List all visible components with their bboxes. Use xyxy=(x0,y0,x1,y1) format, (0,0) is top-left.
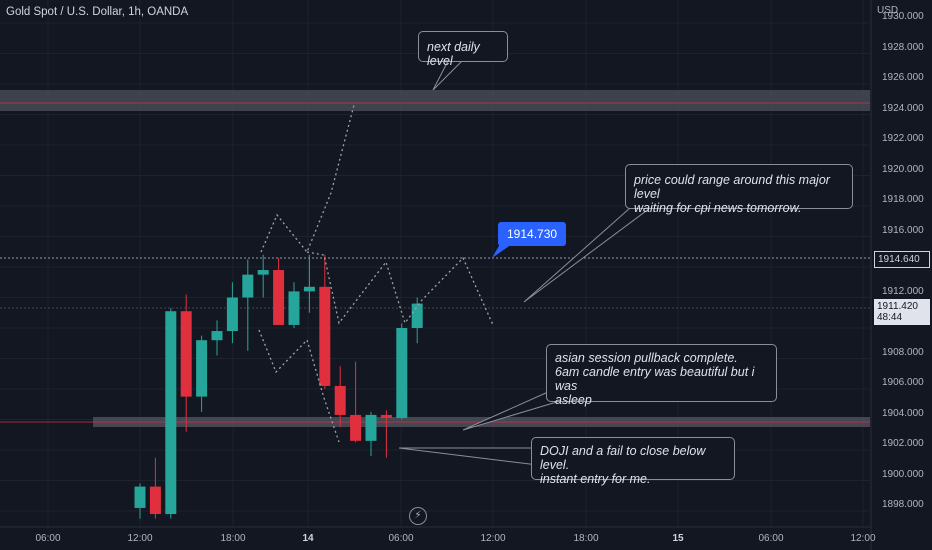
candle-body xyxy=(211,331,223,341)
range-projection xyxy=(258,329,340,443)
last-price-value: 1911.420 xyxy=(877,301,918,312)
y-tick-label: 1922.000 xyxy=(882,133,924,144)
y-tick-label: 1908.000 xyxy=(882,346,924,358)
crosshair-price-label: 1914.640 xyxy=(874,251,930,268)
currency-label: USD xyxy=(877,5,899,16)
y-tick-label: 1920.000 xyxy=(882,163,924,175)
x-tick-label: 15 xyxy=(672,533,684,544)
candle xyxy=(196,335,208,412)
candle xyxy=(165,308,177,519)
candle xyxy=(288,282,300,328)
y-tick-label: 1928.000 xyxy=(882,41,924,53)
next-daily-level-zone xyxy=(0,90,870,111)
callout-pointers xyxy=(398,60,651,466)
y-tick-label: 1924.000 xyxy=(882,102,924,114)
candle xyxy=(180,294,192,432)
candle xyxy=(411,297,423,344)
candle-body xyxy=(257,270,269,275)
candle-body xyxy=(180,311,192,397)
candle xyxy=(365,411,377,457)
candle xyxy=(334,366,346,428)
callout-line: DOJI and a fail to close below level. xyxy=(540,444,706,472)
y-tick-label: 1930.000 xyxy=(882,11,924,22)
chart-title: Gold Spot / U.S. Dollar, 1h, OANDA xyxy=(6,6,189,18)
candle-body xyxy=(411,303,423,328)
range-zigzag xyxy=(306,251,494,326)
callout-line: instant entry for me. xyxy=(540,472,651,486)
candle xyxy=(350,361,362,443)
y-tick-label: 1916.000 xyxy=(882,224,924,236)
candle-body xyxy=(288,291,300,325)
candle-body xyxy=(165,311,177,515)
projection-paths xyxy=(258,104,494,443)
x-tick-label: 18:00 xyxy=(220,533,246,544)
y-tick-label: 1904.000 xyxy=(882,407,924,419)
candle xyxy=(149,457,161,519)
candle xyxy=(380,410,392,458)
x-tick-label: 06:00 xyxy=(758,533,784,544)
candle-body xyxy=(350,414,362,441)
candle xyxy=(273,257,285,325)
candle xyxy=(242,259,254,351)
y-tick-label: 1902.000 xyxy=(882,438,924,449)
candle-body xyxy=(226,297,238,332)
bullish-projection xyxy=(260,104,355,254)
candle-body xyxy=(396,328,408,418)
y-tick-label: 1926.000 xyxy=(882,72,924,83)
flash-icon[interactable]: ⚡ xyxy=(409,507,427,525)
callout-doji: DOJI and a fail to close below level. in… xyxy=(531,437,735,486)
y-tick-label: 1918.000 xyxy=(882,194,924,205)
x-tick-label: 12:00 xyxy=(850,533,876,544)
callout-next-daily-level: next daily level xyxy=(418,31,508,68)
candle xyxy=(396,323,408,420)
countdown-value: 48:44 xyxy=(877,312,903,323)
callout-line: next daily level xyxy=(427,40,480,68)
last-price-label: 1911.420 48:44 xyxy=(874,299,930,325)
candle-body xyxy=(134,486,146,508)
callout-line: price could range around this major leve… xyxy=(634,173,830,201)
callout-line: asian session pullback complete. xyxy=(555,351,738,365)
candle-body xyxy=(196,340,208,397)
candle-body xyxy=(303,286,315,292)
y-tick-label: 1900.000 xyxy=(882,468,924,480)
candle-body xyxy=(365,414,377,441)
y-tick-label: 1906.000 xyxy=(882,377,924,388)
callout-range-note: price could range around this major leve… xyxy=(625,164,853,215)
callout-line: asleep xyxy=(555,393,592,407)
callout-line: waiting for cpi news tomorrow. xyxy=(634,201,802,215)
price-tag: 1914.730 xyxy=(498,222,567,246)
candle-body xyxy=(273,270,285,325)
x-tick-label: 06:00 xyxy=(35,533,61,544)
candle xyxy=(319,254,331,389)
candle xyxy=(134,483,146,519)
candle-body xyxy=(334,385,346,415)
price-tag-pointer xyxy=(492,244,512,258)
x-tick-label: 18:00 xyxy=(573,533,599,544)
x-tick-label: 14 xyxy=(302,533,314,544)
candles xyxy=(134,254,423,519)
candle-body xyxy=(319,286,331,386)
candle xyxy=(257,254,269,298)
callout-line: 6am candle entry was beautiful but i was xyxy=(555,365,755,393)
candle xyxy=(303,254,315,313)
candle xyxy=(226,282,238,344)
y-tick-label: 1912.000 xyxy=(882,285,924,297)
x-tick-label: 12:00 xyxy=(127,533,153,544)
callout-pullback: asian session pullback complete. 6am can… xyxy=(546,344,777,407)
candle-body xyxy=(242,274,254,298)
candle-body xyxy=(149,486,161,515)
candle-body xyxy=(380,414,392,418)
y-tick-label: 1898.000 xyxy=(882,499,924,510)
x-tick-label: 06:00 xyxy=(388,533,414,544)
x-tick-label: 12:00 xyxy=(480,533,506,544)
candle xyxy=(211,320,223,356)
